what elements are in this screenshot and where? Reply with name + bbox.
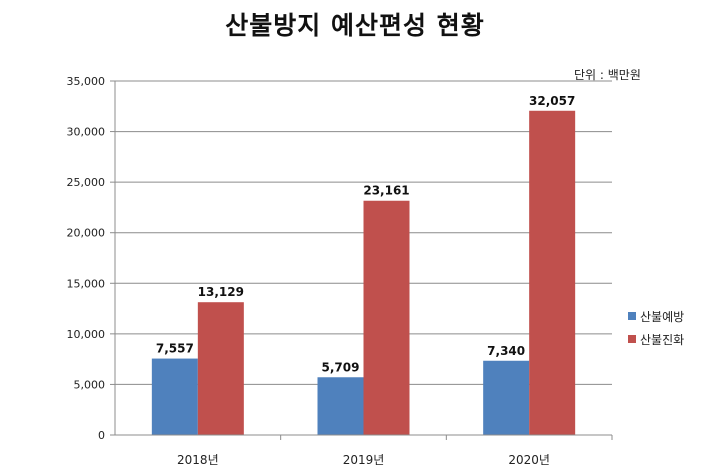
bar-prevention xyxy=(151,358,198,435)
y-tick-label: 35,000 xyxy=(67,75,106,88)
y-tick-label: 30,000 xyxy=(67,126,106,139)
chart-title: 산불방지 예산편성 현황 xyxy=(225,11,485,40)
y-tick-label: 15,000 xyxy=(67,277,106,290)
bar-suppression xyxy=(363,200,410,435)
y-tick-label: 20,000 xyxy=(67,227,106,240)
data-label: 13,129 xyxy=(198,285,244,299)
y-tick-label: 5,000 xyxy=(74,378,106,391)
y-tick-label: 0 xyxy=(98,429,105,442)
x-category-label: 2020년 xyxy=(508,453,550,467)
y-axis-ticks: 0 5,000 10,000 15,000 20,000 25,000 30,000 35,0… xyxy=(67,75,106,442)
axes xyxy=(110,80,613,440)
legend-label: 산불진화 xyxy=(640,333,684,347)
data-label: 7,557 xyxy=(156,342,194,356)
legend-swatch xyxy=(628,312,636,320)
bar-prevention xyxy=(317,377,364,435)
unit-note: 단위 : 백만원 xyxy=(574,68,641,82)
legend-swatch xyxy=(628,335,636,343)
bar-prevention xyxy=(483,360,530,435)
x-axis-categories: 2018년 2019년 2020년 xyxy=(177,453,550,467)
bar-suppression xyxy=(197,302,244,435)
data-labels: 7,557 13,129 5,709 23,161 7,340 32,057 xyxy=(156,94,575,374)
x-category-label: 2018년 xyxy=(177,453,219,467)
bars xyxy=(151,110,576,435)
x-category-label: 2019년 xyxy=(343,453,385,467)
data-label: 5,709 xyxy=(322,360,360,374)
y-tick-label: 10,000 xyxy=(67,328,106,341)
data-label: 7,340 xyxy=(487,344,525,358)
bar-suppression xyxy=(529,110,576,435)
data-label: 32,057 xyxy=(529,94,575,108)
data-label: 23,161 xyxy=(363,184,409,198)
legend-label: 산불예방 xyxy=(640,310,684,324)
y-tick-label: 25,000 xyxy=(67,176,106,189)
